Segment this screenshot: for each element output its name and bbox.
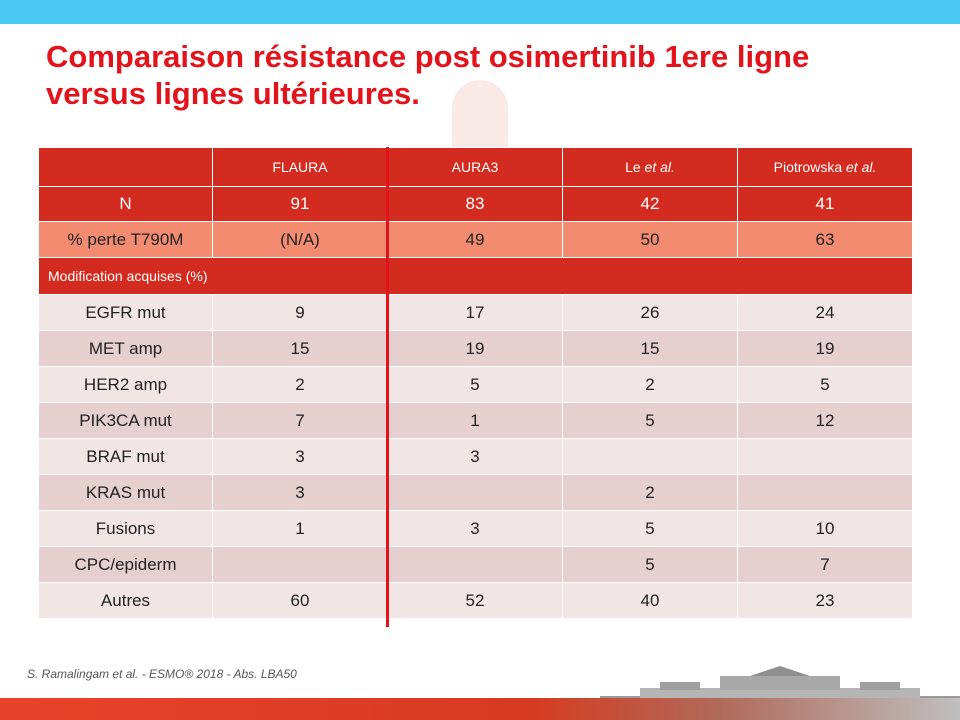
- table-cell: 26: [562, 294, 738, 331]
- table-cell: 50: [562, 221, 738, 258]
- row-label: % perte T790M: [38, 221, 213, 258]
- table-cell: 10: [737, 510, 913, 547]
- table-cell: 5: [562, 402, 738, 439]
- table-cell: 5: [387, 366, 563, 403]
- table-row: EGFR mut 9 17 26 24: [38, 294, 913, 331]
- table-cell: 42: [562, 186, 738, 222]
- table-cell: [387, 474, 563, 511]
- top-accent-bar: [0, 0, 960, 24]
- table-cell: 5: [562, 546, 738, 583]
- table-cell: 12: [737, 402, 913, 439]
- table-cell: 41: [737, 186, 913, 222]
- table-cell: 5: [737, 366, 913, 403]
- table-cell: 52: [387, 582, 563, 619]
- row-label: HER2 amp: [38, 366, 213, 403]
- row-label: KRAS mut: [38, 474, 213, 511]
- table-row: CPC/epiderm 5 7: [38, 546, 913, 583]
- header-cell: FLAURA: [212, 147, 388, 187]
- header-cell: Le et al.: [562, 147, 738, 187]
- table-cell: 1: [387, 402, 563, 439]
- row-label: N: [38, 186, 213, 222]
- table-cell: 91: [212, 186, 388, 222]
- table-cell: 19: [737, 330, 913, 367]
- table-cell: 3: [387, 438, 563, 475]
- row-label: Fusions: [38, 510, 213, 547]
- table-cell: [212, 546, 388, 583]
- table-row: BRAF mut 3 3: [38, 438, 913, 475]
- table-cell: 1: [212, 510, 388, 547]
- table-row: Fusions 1 3 5 10: [38, 510, 913, 547]
- slide-title-line-1: Comparaison résistance post osimertinib …: [46, 39, 810, 74]
- table-cell: [737, 474, 913, 511]
- table-cell: 2: [562, 474, 738, 511]
- table-cell: 3: [387, 510, 563, 547]
- row-label: PIK3CA mut: [38, 402, 213, 439]
- row-label: MET amp: [38, 330, 213, 367]
- table-row-n: N 91 83 42 41: [38, 186, 913, 222]
- table-cell: 3: [212, 438, 388, 475]
- table-cell: 49: [387, 221, 563, 258]
- table-cell: 5: [562, 510, 738, 547]
- table-row-t790m: % perte T790M (N/A) 49 50 63: [38, 221, 913, 258]
- table-cell: 9: [212, 294, 388, 331]
- table-cell: 23: [737, 582, 913, 619]
- table-cell: 63: [737, 221, 913, 258]
- table-cell: (N/A): [212, 221, 388, 258]
- row-label: CPC/epiderm: [38, 546, 213, 583]
- table-cell: 17: [387, 294, 563, 331]
- slide-title: Comparaison résistance post osimertinib …: [46, 38, 926, 112]
- table-cell: 7: [737, 546, 913, 583]
- table-header-row: FLAURA AURA3 Le et al. Piotrowska et al.: [38, 147, 913, 187]
- resistance-comparison-table: FLAURA AURA3 Le et al. Piotrowska et al.…: [38, 147, 913, 619]
- table-cell: 2: [212, 366, 388, 403]
- table-cell: 15: [562, 330, 738, 367]
- header-cell: AURA3: [387, 147, 563, 187]
- table-cell: 7: [212, 402, 388, 439]
- citation: S. Ramalingam et al. - ESMO® 2018 - Abs.…: [27, 667, 297, 681]
- table-row: HER2 amp 2 5 2 5: [38, 366, 913, 403]
- row-label: EGFR mut: [38, 294, 213, 331]
- table-row: PIK3CA mut 7 1 5 12: [38, 402, 913, 439]
- header-cell: Piotrowska et al.: [737, 147, 913, 187]
- section-label: Modification acquises (%): [38, 257, 913, 295]
- row-label: BRAF mut: [38, 438, 213, 475]
- table-row: MET amp 15 19 15 19: [38, 330, 913, 367]
- header-cell-empty: [38, 147, 213, 187]
- table-cell: 24: [737, 294, 913, 331]
- table-cell: 3: [212, 474, 388, 511]
- table-cell: 83: [387, 186, 563, 222]
- table-cell: 40: [562, 582, 738, 619]
- table-cell: 2: [562, 366, 738, 403]
- row-label: Autres: [38, 582, 213, 619]
- slide-title-line-2: versus lignes ultérieures.: [46, 76, 420, 111]
- table-cell: [562, 438, 738, 475]
- table-cell: 60: [212, 582, 388, 619]
- table-cell: [387, 546, 563, 583]
- table-row: KRAS mut 3 2: [38, 474, 913, 511]
- column-divider-line: [386, 147, 389, 627]
- table-cell: [737, 438, 913, 475]
- table-section-row: Modification acquises (%): [38, 257, 913, 295]
- bottom-accent-strip: [0, 698, 960, 720]
- table-cell: 15: [212, 330, 388, 367]
- table-cell: 19: [387, 330, 563, 367]
- table-row: Autres 60 52 40 23: [38, 582, 913, 619]
